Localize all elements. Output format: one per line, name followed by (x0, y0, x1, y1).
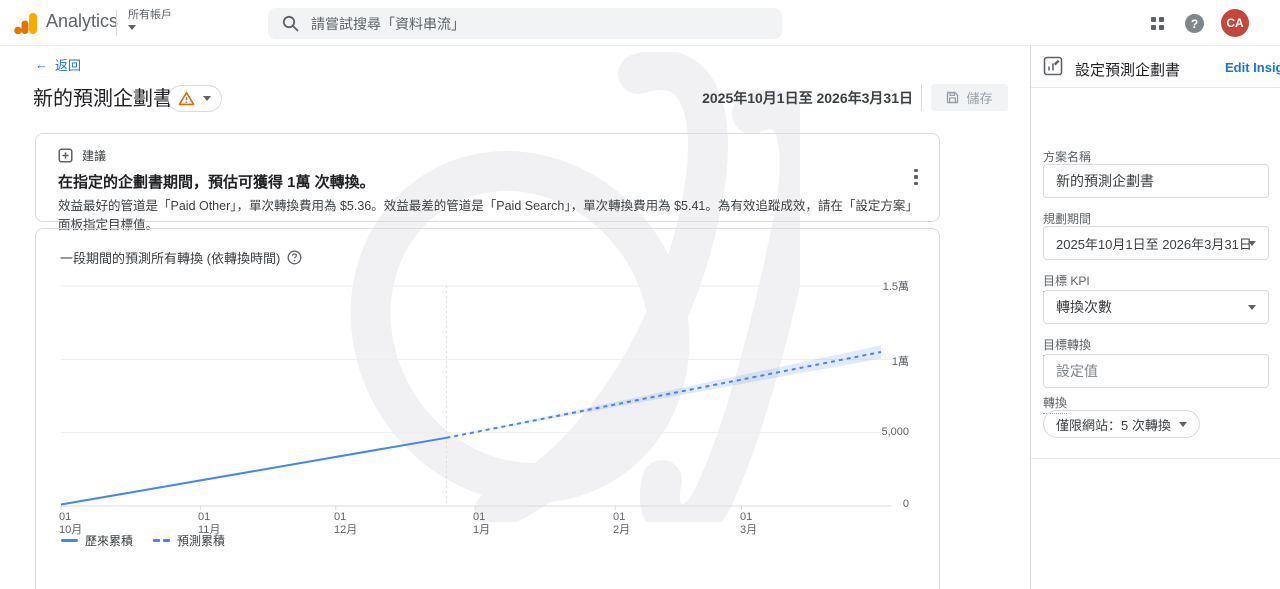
help-circle-icon[interactable] (287, 250, 302, 265)
x-tick-label: 01 12月 (334, 511, 358, 536)
settings-panel-header: 設定預測企劃書 Edit Insights (1031, 46, 1280, 88)
legend-item-historical[interactable]: 歷來累積 (61, 532, 133, 549)
legend-item-forecast[interactable]: 預測累積 (153, 532, 225, 549)
divider (1031, 458, 1280, 459)
plan-name-input[interactable]: 新的預測企劃書 (1043, 164, 1269, 198)
analytics-watermark (350, 52, 800, 522)
kpi-value: 轉換次數 (1056, 299, 1112, 315)
target-label: 目標轉換 (1043, 336, 1092, 356)
save-icon (947, 91, 959, 104)
account-picker[interactable]: 所有帳戶 (128, 9, 172, 33)
chevron-down-icon (1248, 304, 1256, 310)
x-tick-label: 01 10月 (59, 511, 83, 536)
dashed-line-swatch (153, 539, 171, 542)
search-placeholder: 請嘗試搜尋「資料串流」 (311, 15, 465, 32)
help-icon[interactable]: ? (1185, 14, 1204, 33)
chevron-down-icon (1248, 240, 1256, 246)
conversion-chip[interactable]: 僅限網站：5 次轉換 (1043, 410, 1200, 438)
x-tick-label: 01 1月 (473, 511, 491, 536)
chevron-down-icon (1178, 421, 1187, 427)
back-link[interactable]: ← 返回 (35, 55, 81, 74)
settings-panel-title: 設定預測企劃書 (1075, 62, 1181, 79)
edit-insights-link[interactable]: Edit Insights (1225, 60, 1280, 75)
avatar[interactable]: CA (1221, 9, 1249, 37)
forecast-line-chart[interactable] (36, 229, 939, 529)
warning-icon (178, 91, 195, 106)
chevron-down-icon (203, 96, 211, 101)
analytics-logo-icon[interactable] (14, 11, 38, 35)
kpi-select[interactable]: 轉換次數 (1043, 290, 1269, 324)
search-input[interactable]: 請嘗試搜尋「資料串流」 (268, 8, 782, 39)
x-tick-label: 01 3月 (740, 511, 758, 536)
divider (116, 10, 117, 36)
date-range[interactable]: 2025年10月1日至 2026年3月31日 (702, 90, 913, 106)
add-insight-icon (58, 148, 73, 163)
app-bar: Analytics 所有帳戶 請嘗試搜尋「資料串流」 ? CA (0, 0, 1280, 46)
edit-chart-icon (1043, 56, 1063, 76)
status-warning-dropdown[interactable] (168, 85, 222, 112)
save-label: 儲存 (966, 91, 993, 106)
plan-name-label: 方案名稱 (1043, 150, 1092, 164)
target-input[interactable]: 設定值 (1043, 354, 1269, 388)
period-label: 規劃期間 (1043, 212, 1092, 226)
chart-title-text: 一段期間的預測所有轉換 (依轉換時間) (60, 251, 281, 266)
more-options-icon[interactable] (909, 166, 923, 188)
product-name: Analytics (46, 11, 119, 31)
x-tick-label: 01 2月 (613, 511, 631, 536)
conversion-value: 僅限網站：5 次轉換 (1056, 417, 1171, 433)
y-tick-label: 0 (902, 498, 909, 510)
target-placeholder: 設定值 (1056, 363, 1098, 379)
page-title: 新的預測企劃書 (33, 88, 173, 110)
apps-grid-icon[interactable] (1151, 17, 1164, 30)
insight-badge: 建議 (58, 147, 106, 164)
x-tick-label: 01 11月 (198, 511, 221, 536)
back-arrow-icon: ← (35, 57, 48, 72)
account-picker-label: 所有帳戶 (128, 9, 172, 21)
period-value: 2025年10月1日至 2026年3月31日 (1056, 236, 1252, 252)
solid-line-swatch (61, 539, 78, 542)
kpi-label: 目標 KPI (1043, 272, 1090, 292)
y-tick-label: 5,000 (881, 426, 909, 438)
back-label: 返回 (55, 58, 82, 73)
settings-panel: 設定預測企劃書 Edit Insights 方案名稱 新的預測企劃書 規劃期間 … (1030, 46, 1280, 589)
insight-badge-label: 建議 (82, 149, 107, 163)
save-button[interactable]: 儲存 (931, 84, 1008, 111)
y-tick-label: 1.5萬 (882, 281, 909, 293)
legend-label: 歷來累積 (85, 534, 134, 548)
y-tick-label: 1萬 (891, 356, 909, 368)
divider (921, 84, 922, 111)
forecast-chart-card: 一段期間的預測所有轉換 (依轉換時間) 1.5萬 1萬 5,000 0 01 10… (35, 228, 940, 589)
search-icon (282, 15, 299, 32)
insight-headline: 在指定的企劃書期間，預估可獲得 1萬 次轉換。 (58, 174, 375, 191)
plan-name-value: 新的預測企劃書 (1056, 173, 1154, 189)
legend-label: 預測累積 (177, 534, 226, 548)
period-select[interactable]: 2025年10月1日至 2026年3月31日 (1043, 226, 1269, 260)
chart-title: 一段期間的預測所有轉換 (依轉換時間) (60, 248, 302, 267)
insight-card: 建議 在指定的企劃書期間，預估可獲得 1萬 次轉換。 效益最好的管道是「Paid… (35, 133, 940, 232)
chevron-down-icon (128, 25, 136, 30)
chart-legend: 歷來累積 預測累積 (61, 532, 225, 549)
